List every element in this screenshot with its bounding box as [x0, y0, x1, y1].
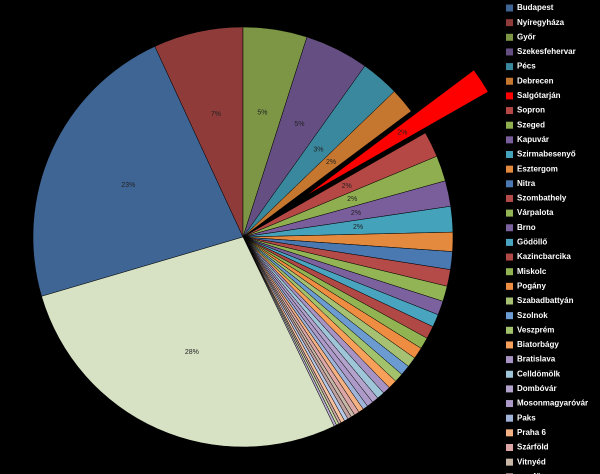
- legend-label: Sopron: [517, 106, 545, 115]
- legend-label: Szárföld: [517, 443, 549, 452]
- legend-swatch: [506, 429, 513, 437]
- legend-swatch: [506, 282, 513, 290]
- legend-swatch: [506, 312, 513, 320]
- data-label: 28%: [185, 349, 199, 356]
- legend-label: Szeged: [517, 120, 545, 129]
- legend-label: Gödöllő: [517, 238, 547, 247]
- legend-swatch: [506, 253, 513, 261]
- data-label: 2%: [347, 196, 357, 203]
- legend-label: Dombóvár: [517, 384, 557, 393]
- legend-swatch: [506, 194, 513, 202]
- legend-label: Győr: [517, 32, 536, 41]
- legend-swatch: [506, 400, 513, 408]
- data-label: 5%: [294, 121, 304, 128]
- legend-label: Budapest: [517, 3, 554, 12]
- legend-swatch: [506, 4, 513, 12]
- legend-label: Pécs: [517, 62, 536, 71]
- legend-label: Nitra: [517, 179, 536, 188]
- legend-label: Mosonmagyaróvár: [517, 399, 588, 408]
- data-label: 2%: [326, 159, 336, 166]
- legend-swatch: [506, 33, 513, 41]
- legend-label: Vitnyéd: [517, 457, 546, 466]
- data-label: 2%: [342, 183, 352, 190]
- legend-swatch: [506, 224, 513, 232]
- legend-swatch: [506, 180, 513, 188]
- legend-label: Bratislava: [517, 355, 556, 364]
- legend-swatch: [506, 209, 513, 217]
- legend-label: Debrecen: [517, 76, 554, 85]
- legend-swatch: [506, 48, 513, 56]
- data-label: 7%: [211, 111, 221, 118]
- data-label: 23%: [121, 182, 135, 189]
- data-label: 2%: [351, 210, 361, 217]
- legend-swatch: [506, 458, 513, 466]
- legend-label: Salgótarján: [517, 91, 561, 100]
- legend-label: Miskolc: [517, 267, 547, 276]
- legend-swatch: [506, 92, 513, 100]
- legend-swatch: [506, 326, 513, 334]
- pie-slice: [41, 236, 335, 448]
- legend-label: Biatorbágy: [517, 340, 559, 349]
- legend-swatch: [506, 63, 513, 71]
- legend-label: egy fős: [517, 472, 546, 474]
- legend-label: Várpalota: [517, 208, 554, 217]
- legend-label: Celldömölk: [517, 369, 561, 378]
- legend-label: Szabadbattyán: [517, 296, 574, 305]
- legend-label: Szombathely: [517, 194, 567, 203]
- legend-label: Brno: [517, 223, 536, 232]
- legend-label: Szolnok: [517, 311, 548, 320]
- legend-label: Nyíregyháza: [517, 18, 565, 27]
- legend-swatch: [506, 341, 513, 349]
- legend-swatch: [506, 356, 513, 364]
- legend-swatch: [506, 151, 513, 158]
- legend-label: Szirmabesenyő: [517, 150, 576, 159]
- legend-label: Praha 6: [517, 428, 546, 437]
- legend-swatch: [506, 136, 513, 144]
- legend-swatch: [506, 385, 513, 393]
- legend-label: Kapuvár: [517, 135, 549, 144]
- legend-label: Paks: [517, 413, 536, 422]
- legend-label: Pogány: [517, 281, 546, 290]
- legend-swatch: [506, 107, 513, 115]
- data-label: 2%: [397, 129, 407, 136]
- legend-swatch: [506, 165, 513, 173]
- legend-swatch: [506, 414, 513, 422]
- pie-slice: [32, 46, 244, 297]
- legend-swatch: [506, 238, 513, 246]
- data-label: 5%: [257, 109, 267, 116]
- legend-swatch: [506, 370, 513, 378]
- legend-label: Szekesfehervar: [517, 47, 576, 56]
- pie-slice: [305, 69, 489, 197]
- legend-swatch: [506, 19, 513, 27]
- legend-swatch: [506, 121, 513, 129]
- legend-label: Veszprém: [517, 325, 554, 334]
- legend-label: Kazincbarcika: [517, 252, 571, 261]
- data-label: 2%: [353, 224, 363, 231]
- legend-swatch: [506, 77, 513, 85]
- legend-swatch: [506, 297, 513, 305]
- legend-label: Esztergom: [517, 164, 558, 173]
- legend-swatch: [506, 444, 513, 451]
- data-label: 3%: [313, 146, 323, 153]
- legend-swatch: [506, 268, 513, 276]
- pie-slice: [242, 91, 412, 238]
